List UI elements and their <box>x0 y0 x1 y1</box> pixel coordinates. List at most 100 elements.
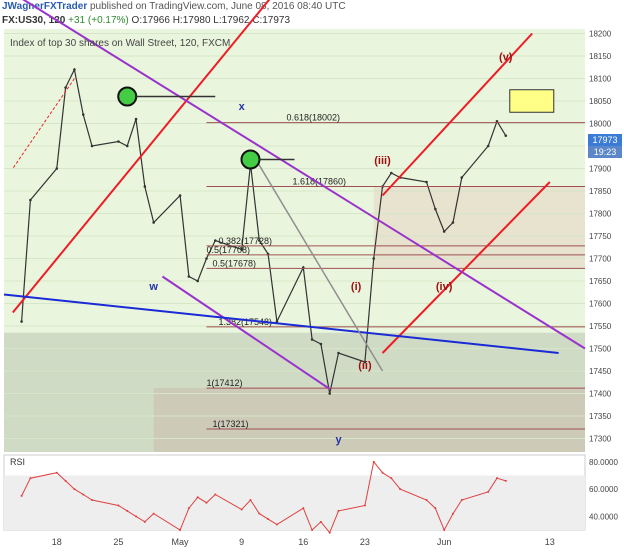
rsi-point-0 <box>20 494 23 497</box>
fib-level-label-4: 0.5(17678) <box>212 258 256 268</box>
rsi-point-4 <box>73 488 76 491</box>
wave-label-6: w <box>148 281 158 293</box>
rsi-point-19 <box>258 512 261 515</box>
rsi-point-11 <box>152 512 155 515</box>
price-point-2 <box>55 167 59 170</box>
rsi-point-8 <box>126 509 129 512</box>
price-point-16 <box>213 239 217 242</box>
y-tick-label-3: 18050 <box>589 97 612 106</box>
x-tick-label-0: 18 <box>52 537 62 547</box>
y-tick-label-12: 17600 <box>589 300 612 309</box>
author-name[interactable]: JWagnerFXTrader <box>2 1 88 12</box>
rsi-point-2 <box>55 471 58 474</box>
price-point-17 <box>240 248 243 251</box>
ohlc-low: L:17962 <box>213 15 250 26</box>
rsi-point-34 <box>443 529 446 531</box>
price-point-24 <box>319 342 323 346</box>
price-point-4 <box>73 68 76 71</box>
rsi-point-20 <box>267 518 270 521</box>
wave-label-2: (iv) <box>436 281 453 293</box>
publish-info: published on TradingView.com, June 08, 2… <box>90 1 346 12</box>
rsi-point-24 <box>319 520 322 523</box>
x-tick-label-1: 25 <box>113 537 123 547</box>
pane-title: Index of top 30 shares on Wall Street, 1… <box>10 38 231 49</box>
rsi-point-35 <box>451 512 454 515</box>
rsi-point-25 <box>328 531 331 534</box>
y-tick-label-1: 18150 <box>589 52 612 61</box>
price-point-37 <box>486 144 490 148</box>
price-point-36 <box>460 176 464 179</box>
y-tick-label-2: 18100 <box>589 75 612 84</box>
rsi-point-9 <box>135 515 138 518</box>
y-tick-label-10: 17700 <box>589 255 612 264</box>
wave-label-4: (ii) <box>358 360 372 372</box>
y-tick-label-11: 17650 <box>589 277 612 286</box>
price-point-23 <box>310 338 314 341</box>
fib-level-label-1: 1.618(17860) <box>292 177 346 187</box>
fib-level-label-0: 0.618(18002) <box>286 113 340 123</box>
y-tick-label-16: 17400 <box>589 390 612 399</box>
price-point-27 <box>363 360 367 364</box>
y-tick-label-7: 17850 <box>589 187 612 196</box>
rsi-point-6 <box>91 499 94 501</box>
y-tick-label-15: 17450 <box>589 367 612 376</box>
price-point-0 <box>20 320 23 323</box>
touch-marker-2 <box>240 149 261 170</box>
touch-marker-1 <box>117 86 138 107</box>
rsi-point-1 <box>29 477 32 480</box>
wave-label-7: y <box>335 434 342 446</box>
x-tick-label-5: 23 <box>360 537 370 547</box>
price-point-15 <box>205 257 208 260</box>
x-tick-label-4: 16 <box>298 537 308 547</box>
price-point-5 <box>81 113 85 116</box>
wave-y-zone <box>153 388 585 452</box>
rsi-point-21 <box>275 523 278 526</box>
rsi-point-12 <box>179 529 182 531</box>
rsi-band <box>4 475 585 530</box>
symbol-label[interactable]: FX:US30, 120 <box>2 15 66 26</box>
rsi-point-7 <box>117 504 120 507</box>
rsi-point-36 <box>460 499 463 501</box>
rsi-point-16 <box>214 493 217 496</box>
wave-label-3: (i) <box>351 281 362 293</box>
rsi-point-37 <box>487 490 490 493</box>
change-value: +31 (+0.17%) <box>68 15 129 26</box>
x-tick-label-2: May <box>172 537 190 547</box>
price-point-30 <box>390 171 393 175</box>
red-dotted-line <box>12 78 75 169</box>
price-point-26 <box>337 351 340 355</box>
publish-header: JWagnerFXTrader published on TradingView… <box>0 0 624 14</box>
ohlc-open: O:17966 <box>131 15 170 26</box>
red-channel-line-c <box>381 181 551 354</box>
price-point-28 <box>372 257 376 260</box>
last-price-badge: 17973 <box>588 134 622 146</box>
rsi-point-17 <box>240 508 243 511</box>
blue-trendline <box>3 293 559 354</box>
x-tick-label-6: Jun <box>437 537 452 547</box>
price-point-32 <box>425 180 428 184</box>
rsi-point-32 <box>425 499 428 501</box>
rsi-point-23 <box>311 529 314 531</box>
support-zone <box>4 332 585 452</box>
wave-label-1: (iii) <box>374 155 391 167</box>
rsi-y-tick-label-2: 40.0000 <box>589 512 618 521</box>
price-series-line <box>21 67 507 394</box>
price-point-8 <box>125 144 129 148</box>
rsi-point-15 <box>205 501 208 504</box>
target-box <box>509 89 555 113</box>
y-tick-label-17: 17350 <box>589 412 612 421</box>
y-tick-label-4: 18000 <box>589 120 612 129</box>
price-point-39 <box>504 134 508 137</box>
rsi-point-39 <box>504 479 507 482</box>
price-point-13 <box>187 275 191 278</box>
price-point-19 <box>257 239 261 242</box>
price-point-12 <box>178 194 182 197</box>
y-tick-label-0: 18200 <box>589 30 612 39</box>
symbol-bar: FX:US30, 120 +31 (+0.17%) O:17966 H:1798… <box>0 14 624 28</box>
y-tick-label-14: 17500 <box>589 345 612 354</box>
fib-level-label-7: 1(17321) <box>212 419 248 429</box>
purple-channel-lower <box>161 275 331 390</box>
purple-channel-upper <box>22 0 586 350</box>
